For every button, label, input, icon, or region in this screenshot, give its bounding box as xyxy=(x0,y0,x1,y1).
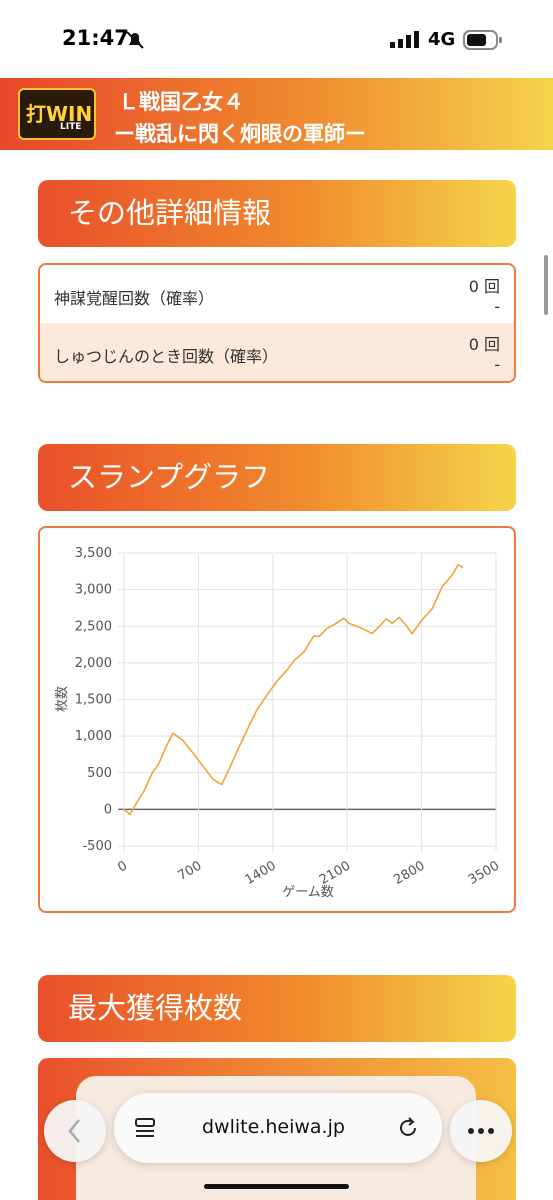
row-count: 0 回 xyxy=(468,335,500,354)
more-button[interactable] xyxy=(450,1100,512,1162)
row-label: しゅつじんのとき回数（確率） xyxy=(54,347,279,366)
home-indicator xyxy=(204,1184,349,1189)
scrollbar xyxy=(544,255,548,315)
time: 21:47 xyxy=(62,26,129,50)
mute-icon xyxy=(126,31,144,49)
y-tick-label: 2,500 xyxy=(75,619,112,634)
app-header: 打WIN LITE Ｌ戦国乙女４ ー戦乱に閃く炯眼の軍師ー xyxy=(0,78,553,150)
signal-icon xyxy=(390,31,419,48)
url[interactable]: dwlite.heiwa.jp xyxy=(202,1116,345,1138)
x-tick-label: 700 xyxy=(175,858,204,883)
logo[interactable]: 打WIN LITE xyxy=(18,88,96,140)
details-box: 神謀覚醒回数（確率） 0 回- しゅつじんのとき回数（確率） 0 回- xyxy=(38,263,516,383)
logo-text: 打WIN xyxy=(26,102,93,126)
back-button[interactable] xyxy=(44,1100,106,1162)
y-tick-label: 0 xyxy=(104,802,112,817)
title-line2: ー戦乱に閃く炯眼の軍師ー xyxy=(114,122,366,146)
section-header: 最大獲得枚数 xyxy=(38,975,516,1042)
row-count: 0 回 xyxy=(468,277,500,296)
x-axis-label: ゲーム数 xyxy=(282,885,334,900)
y-tick-label: 3,000 xyxy=(75,583,112,598)
detail-row: 神謀覚醒回数（確率） 0 回- xyxy=(40,265,514,323)
chart-box: 枚数 ゲーム数 -500 0 500 1,000 1,500 2,000 2,500 3,00… xyxy=(38,526,516,913)
address-bar[interactable]: dwlite.heiwa.jp xyxy=(114,1093,442,1163)
y-tick-label: 500 xyxy=(87,766,112,781)
detail-row: しゅつじんのとき回数（確率） 0 回- xyxy=(40,323,514,381)
x-tick-label: 3500 xyxy=(466,858,502,888)
x-tick-label: 0 xyxy=(115,858,130,875)
y-tick-label: -500 xyxy=(82,839,112,854)
y-tick-label: 3,500 xyxy=(75,546,112,561)
title-line1: Ｌ戦国乙女４ xyxy=(118,90,244,114)
menu-icon xyxy=(135,1118,155,1137)
reload-icon[interactable] xyxy=(397,1117,419,1139)
x-tick-label: 2100 xyxy=(317,858,353,888)
y-axis-label: 枚数 xyxy=(55,686,70,712)
y-tick-label: 1,000 xyxy=(75,729,112,744)
battery-icon xyxy=(463,30,502,50)
network: 4G xyxy=(428,29,456,50)
row-prob: - xyxy=(494,297,500,316)
chart: 枚数 ゲーム数 -50005001,0001,5002,0002,5003,00… xyxy=(55,546,502,900)
section-header: スランプグラフ xyxy=(38,444,516,511)
back-icon xyxy=(68,1119,80,1143)
more-icon xyxy=(468,1128,494,1134)
x-tick-label: 1400 xyxy=(243,858,279,888)
logo-sub: LITE xyxy=(60,122,82,132)
section-header: その他詳細情報 xyxy=(38,180,516,247)
data-line xyxy=(123,563,464,816)
row-label: 神謀覚醒回数（確率） xyxy=(54,289,215,308)
row-prob: - xyxy=(494,355,500,374)
y-tick-label: 2,000 xyxy=(75,656,112,671)
y-tick-label: 1,500 xyxy=(75,693,112,708)
x-tick-label: 2800 xyxy=(391,858,427,888)
grid xyxy=(118,552,497,852)
status-bar: 21:47 4G xyxy=(0,0,553,76)
